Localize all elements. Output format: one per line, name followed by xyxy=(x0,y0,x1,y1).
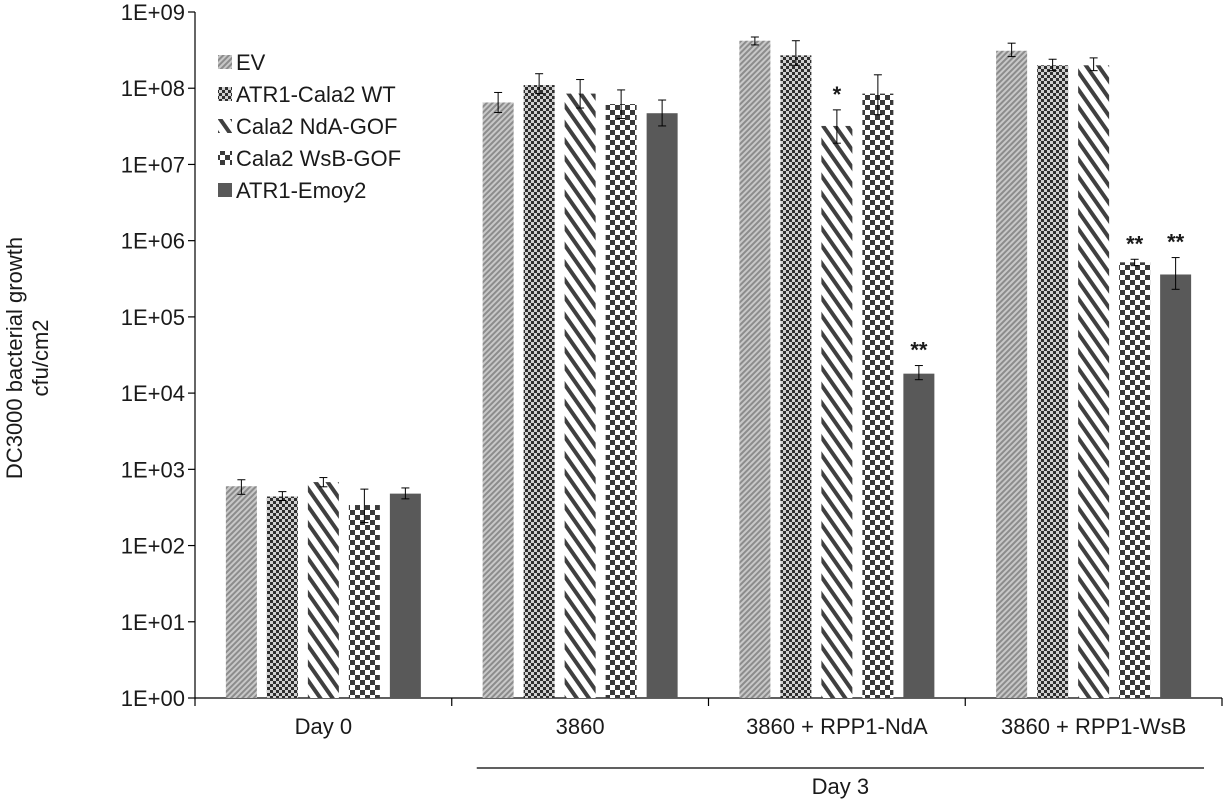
bar-s1-c2 xyxy=(780,55,812,699)
bar-s1-c0 xyxy=(266,496,298,698)
category-label-0: Day 0 xyxy=(295,714,352,739)
legend-label-3: Cala2 WsB-GOF xyxy=(236,146,401,171)
legend-swatch-3 xyxy=(218,151,232,165)
category-labels: Day 0 3860 3860 + RPP1-NdA 3860 + RPP1-WsB D… xyxy=(194,698,1223,799)
y-tick-label-7: 1E+07 xyxy=(121,152,185,177)
y-axis-title-line-2: cfu/cm2 xyxy=(28,319,53,396)
y-tick-label-2: 1E+02 xyxy=(121,534,185,559)
category-label-1: 3860 xyxy=(556,714,605,739)
bar-s1-c3 xyxy=(1037,65,1069,699)
legend-swatch-0 xyxy=(218,55,232,69)
legend-label-2: Cala2 NdA-GOF xyxy=(236,114,397,139)
y-tick-label-8: 1E+08 xyxy=(121,76,185,101)
significance-s3-c3: ** xyxy=(1126,231,1144,256)
bar-s4-c0 xyxy=(389,493,421,698)
category-label-3: 3860 + RPP1-WsB xyxy=(1001,714,1186,739)
legend-swatch-2 xyxy=(218,119,232,133)
y-tick-label-5: 1E+05 xyxy=(121,305,185,330)
y-tick-label-6: 1E+06 xyxy=(121,229,185,254)
legend-label-1: ATR1-Cala2 WT xyxy=(236,82,396,107)
error-bars xyxy=(237,36,1180,524)
bar-s4-c1 xyxy=(646,113,678,699)
legend-label-4: ATR1-Emoy2 xyxy=(236,178,366,203)
bar-s0-c1 xyxy=(482,102,514,699)
y-axis-ticks: 1E+00 1E+01 1E+02 1E+03 1E+04 1E+05 1E+06 1E+07… xyxy=(121,0,195,711)
bar-s3-c0 xyxy=(348,505,380,698)
y-tick-label-1: 1E+01 xyxy=(121,610,185,635)
bar-s3-c2 xyxy=(862,93,894,699)
bar-s2-c0 xyxy=(307,482,339,698)
bar-s4-c3 xyxy=(1160,274,1192,698)
y-tick-label-0: 1E+00 xyxy=(121,686,185,711)
significance-s2-c2: * xyxy=(833,82,842,107)
y-tick-label-3: 1E+03 xyxy=(121,457,185,482)
y-tick-label-9: 1E+09 xyxy=(121,0,185,25)
bar-s3-c3 xyxy=(1119,262,1151,698)
bar-s2-c3 xyxy=(1078,65,1110,699)
bar-s2-c2 xyxy=(821,125,853,698)
significance-s4-c2: ** xyxy=(910,338,928,363)
bar-s0-c0 xyxy=(225,486,257,698)
bar-s1-c1 xyxy=(523,85,555,698)
legend-swatch-1 xyxy=(218,87,232,101)
y-tick-label-4: 1E+04 xyxy=(121,381,185,406)
significance-annotations: ******* xyxy=(833,82,1185,363)
category-label-2: 3860 + RPP1-NdA xyxy=(746,714,928,739)
bars xyxy=(225,40,1192,699)
bar-s3-c1 xyxy=(605,104,637,699)
bar-s0-c2 xyxy=(739,40,771,698)
legend: EV ATR1-Cala2 WT Cala2 NdA-GOF Cala2 WsB-GO… xyxy=(218,50,401,203)
significance-s4-c3: ** xyxy=(1167,230,1185,255)
bar-s4-c2 xyxy=(903,373,935,698)
bar-s2-c1 xyxy=(564,93,596,699)
legend-swatch-4 xyxy=(218,183,232,197)
group-label: Day 3 xyxy=(812,774,869,799)
bar-s0-c3 xyxy=(996,50,1028,699)
y-axis-title-line-1: DC3000 bacterial growth xyxy=(2,237,27,479)
legend-label-0: EV xyxy=(236,50,266,75)
